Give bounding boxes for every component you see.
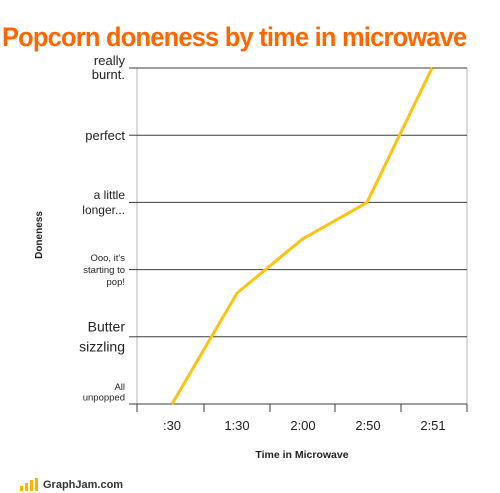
y-tick-label: Butter [88, 319, 126, 335]
series-line [170, 67, 434, 405]
y-tick-label: starting to [83, 265, 125, 276]
y-tick-label: All [114, 382, 125, 393]
y-tick-label: Ooo, it's [90, 253, 125, 264]
y-tick-label: pop! [107, 277, 126, 288]
y-tick-label: unpopped [83, 393, 125, 404]
chart-title: Popcorn doneness by time in microwave [2, 22, 467, 52]
x-tick-label: 1:30 [224, 418, 249, 433]
x-axis-title: Time in Microwave [255, 449, 348, 461]
graphjam-logo: GraphJam.com [20, 478, 123, 491]
y-axis-title: Doneness [34, 211, 45, 259]
y-tick-label: longer... [82, 203, 125, 217]
x-tick-label: 2:50 [355, 418, 380, 433]
logo-bars-icon [20, 478, 38, 491]
y-tick-label: perfect [85, 128, 125, 143]
plot-area [136, 67, 468, 405]
x-tick-label: 2:51 [420, 418, 445, 433]
x-tick-label: 2:00 [290, 418, 315, 433]
y-tick-label: a little [94, 188, 126, 202]
y-tick-label: really [94, 53, 126, 68]
x-tick-label: :30 [163, 418, 181, 433]
y-tick-label: burnt. [92, 67, 125, 82]
y-tick-label: sizzling [79, 339, 125, 355]
footer-brand: GraphJam.com [43, 479, 124, 491]
